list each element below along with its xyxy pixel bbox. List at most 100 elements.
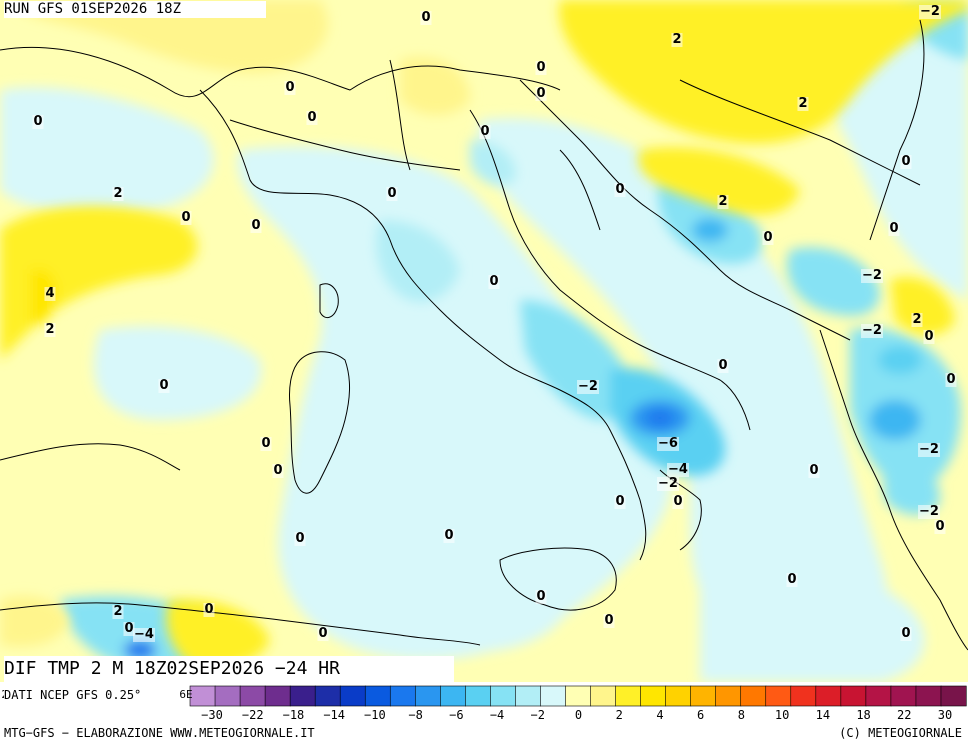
- color-scale-bin: [690, 685, 717, 707]
- color-scale-bin: [915, 685, 942, 707]
- scale-tick-label: 18: [856, 708, 871, 722]
- scale-tick-label: −2: [530, 708, 545, 722]
- color-scale-bin: [214, 685, 241, 707]
- positive-anomaly-areas: [0, 0, 968, 668]
- contour-label: 0: [945, 372, 957, 387]
- run-title: RUN GFS 01SEP2026 18Z: [4, 1, 266, 18]
- scale-tick-label: 2: [615, 708, 623, 722]
- contour-label: 0: [123, 621, 135, 636]
- contour-label: 0: [888, 221, 900, 236]
- contour-label: 0: [786, 572, 798, 587]
- scale-tick-label: 22: [897, 708, 912, 722]
- contour-label: 2: [717, 194, 729, 209]
- contour-label: 0: [900, 154, 912, 169]
- contour-label: 0: [923, 329, 935, 344]
- color-scale-bin: [840, 685, 867, 707]
- color-scale-bin: [715, 685, 742, 707]
- legend-panel: 254E6E: [0, 682, 968, 745]
- contour-label: 0: [203, 602, 215, 617]
- color-scale-bin: [865, 685, 892, 707]
- product-title: DIF TMP 2 M 18Z02SEP2026 −24 HR: [4, 656, 454, 682]
- coastlines-and-borders: [0, 19, 968, 651]
- contour-label: 0: [294, 531, 306, 546]
- color-scale-bin: [189, 685, 216, 707]
- color-scale-bin: [364, 685, 391, 707]
- contour-label: 2: [797, 96, 809, 111]
- color-scale-bin: [389, 685, 416, 707]
- color-scale-bin: [540, 685, 567, 707]
- color-scale-bin: [790, 685, 817, 707]
- contour-label: −2: [861, 268, 883, 283]
- scale-tick-label: 30: [937, 708, 953, 722]
- contour-label: 0: [900, 626, 912, 641]
- contour-label: 0: [32, 114, 44, 129]
- color-scale-bin: [590, 685, 617, 707]
- contour-label: −2: [861, 323, 883, 338]
- scale-tick-label: −30: [201, 708, 223, 722]
- temperature-difference-map: [0, 0, 968, 682]
- scale-tick-label: −6: [449, 708, 464, 722]
- contour-label: −2: [918, 442, 940, 457]
- color-scale-bin: [264, 685, 291, 707]
- footer-credit: MTG−GFS − ELABORAZIONE WWW.METEOGIORNALE…: [4, 726, 315, 740]
- scale-tick-label: 14: [815, 708, 831, 722]
- color-scale-bin: [815, 685, 842, 707]
- contour-label: 0: [535, 589, 547, 604]
- color-scale-bin: [765, 685, 792, 707]
- color-scale-bin: [665, 685, 692, 707]
- contour-label: 0: [250, 218, 262, 233]
- contour-label: −4: [133, 627, 155, 642]
- contour-label: 0: [180, 210, 192, 225]
- contour-label: 2: [44, 322, 56, 337]
- contour-label: 0: [158, 378, 170, 393]
- contour-label: −6: [657, 436, 679, 451]
- contour-label: 0: [614, 494, 626, 509]
- scale-tick-label: 0: [574, 708, 583, 722]
- contour-label: 0: [488, 274, 500, 289]
- color-scale-bin: [490, 685, 517, 707]
- scale-tick-label: 10: [774, 708, 790, 722]
- contour-label: 2: [112, 604, 124, 619]
- data-source-label: DATI NCEP GFS 0.25°: [4, 688, 146, 702]
- contour-label: −4: [667, 462, 689, 477]
- color-scale-bin: [565, 685, 592, 707]
- scale-tick-label: −14: [323, 708, 345, 722]
- color-scale-bin: [339, 685, 366, 707]
- contour-label: 4: [44, 286, 56, 301]
- color-scale-bin: [890, 685, 917, 707]
- color-scale-bin: [640, 685, 667, 707]
- color-scale-bar: 254E6E: [1, 685, 967, 707]
- color-scale-bin: [465, 685, 491, 707]
- color-scale-bin: [515, 685, 542, 707]
- scale-tick-label: −18: [282, 708, 305, 722]
- contour-label: −2: [918, 504, 940, 519]
- scale-tick-label: 6: [697, 708, 705, 722]
- contour-label: 0: [762, 230, 774, 245]
- scale-tick-label: −8: [408, 708, 423, 722]
- contour-label: 0: [614, 182, 626, 197]
- contour-label: 0: [603, 613, 615, 628]
- contour-label: 0: [272, 463, 284, 478]
- contour-label: 0: [317, 626, 329, 641]
- contour-label: 2: [911, 312, 923, 327]
- contour-label: 0: [934, 519, 946, 534]
- contour-label: 0: [535, 86, 547, 101]
- contour-label: 0: [284, 80, 296, 95]
- contour-label: −2: [577, 379, 599, 394]
- contour-label: 0: [386, 186, 398, 201]
- color-scale-bin: [740, 685, 767, 707]
- contour-label: 2: [112, 186, 124, 201]
- color-scale-bin: [414, 685, 441, 707]
- scale-tick-label: −4: [489, 708, 505, 722]
- footer-copyright: (C) METEOGIORNALE: [839, 726, 962, 740]
- contour-label: 0: [479, 124, 491, 139]
- color-scale-bin: [940, 685, 967, 707]
- contour-label: 0: [672, 494, 684, 509]
- contour-label: 0: [443, 528, 455, 543]
- scale-tick-label: 4: [656, 708, 664, 722]
- scale-tick-label: 8: [737, 708, 745, 722]
- contour-label: 0: [717, 358, 729, 373]
- contour-label: 2: [671, 32, 683, 47]
- contour-label: 0: [306, 110, 318, 125]
